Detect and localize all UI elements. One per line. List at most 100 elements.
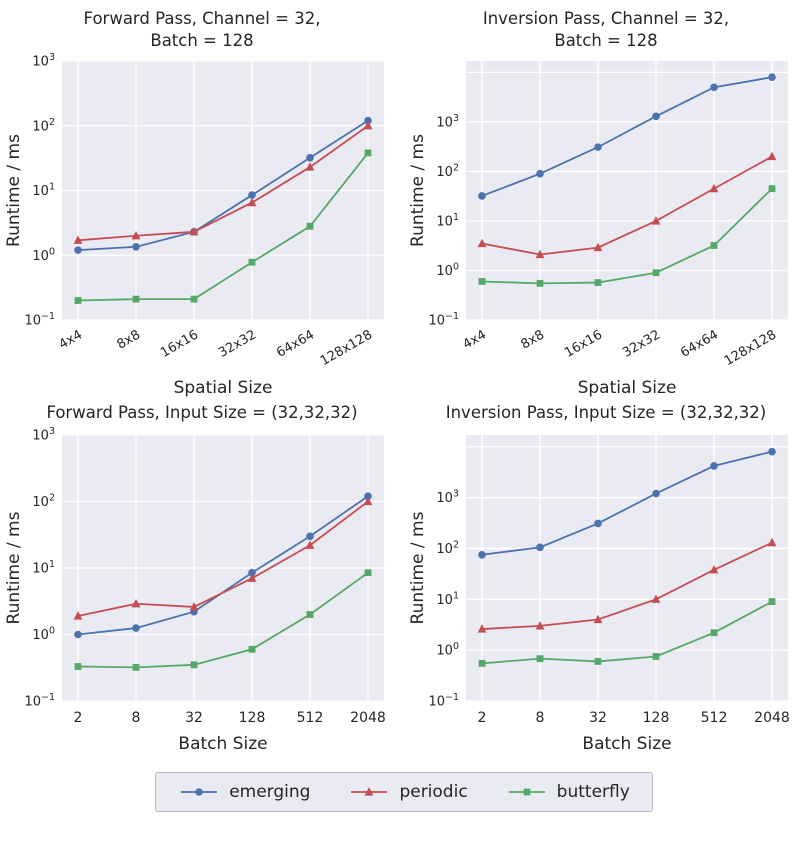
y-axis-label: Runtime / ms (410, 511, 428, 624)
plot-background (466, 434, 788, 701)
y-tick-label: 10−1 (428, 692, 459, 710)
series-emerging (74, 116, 372, 254)
x-tick-label: 128 (643, 710, 670, 726)
y-axis-ticks: 10−1 100 101 102 103 (428, 112, 459, 328)
chart-forward-pass-batch: Forward Pass, Input Size = (32,32,32) 10… (0, 400, 404, 756)
x-tick-label: 2048 (754, 710, 790, 726)
x-tick-label: 2 (478, 710, 487, 726)
x-tick-label: 128 (239, 710, 266, 726)
chart-title: Inversion Pass, Input Size = (32,32,32) (445, 402, 767, 422)
y-axis-label: Runtime / ms (410, 133, 428, 246)
y-tick-label: 10−1 (428, 311, 459, 329)
charts-grid: Forward Pass, Channel = 32, Batch = 128 … (0, 6, 808, 756)
y-tick-label: 101 (32, 181, 55, 199)
chart-inversion-pass-batch-plot: 10−1 100 101 102 103 2 8 32 128 512 2048 Runtime / … (410, 434, 790, 754)
gridlines (62, 433, 384, 702)
x-tick-label: 512 (701, 710, 728, 726)
y-axis-ticks: 10−1 100 101 102 103 (24, 426, 55, 710)
chart-title: Forward Pass, Input Size = (32,32,32) (46, 402, 358, 422)
x-tick-label: 2048 (350, 710, 386, 726)
x-axis-ticks: 2 8 32 128 512 2048 (74, 710, 386, 726)
x-tick-label: 32 (589, 710, 607, 726)
x-tick-label: 32x32 (216, 327, 259, 360)
series-emerging (478, 72, 776, 200)
x-axis-ticks: 4x4 8x8 16x16 32x32 64x64 128x128 (56, 327, 375, 369)
x-tick-label: 4x4 (460, 327, 489, 352)
legend-marker-periodic-icon (351, 786, 388, 796)
y-tick-label: 101 (436, 590, 459, 608)
y-axis-ticks: 10−1 100 101 102 103 (428, 488, 459, 709)
y-tick-label: 102 (32, 492, 55, 510)
y-axis-label: Runtime / ms (6, 133, 24, 246)
plot-background (466, 60, 788, 320)
legend-item-emerging: emerging (178, 782, 310, 802)
series-periodic (477, 537, 777, 633)
x-tick-label: 8 (536, 710, 545, 726)
series-periodic (73, 496, 373, 620)
y-tick-label: 100 (32, 246, 55, 264)
chart-title: Forward Pass, Channel = 32, Batch = 128 (83, 9, 321, 50)
x-tick-label: 8 (132, 710, 141, 726)
y-tick-label: 101 (436, 211, 459, 229)
y-tick-label: 10−1 (24, 311, 55, 329)
series-periodic (73, 120, 373, 244)
x-tick-label: 64x64 (274, 327, 317, 360)
x-tick-label: 512 (297, 710, 324, 726)
y-tick-label: 103 (32, 52, 55, 70)
x-axis-label: Batch Size (178, 734, 267, 754)
gridlines (466, 60, 788, 321)
x-tick-label: 2 (74, 710, 83, 726)
y-tick-label: 101 (32, 559, 55, 577)
chart-forward-pass-spatial-plot: 10−1 100 101 102 103 4x4 8x8 16x16 32x32 64x64 128… (6, 52, 384, 398)
legend-item-butterfly: butterfly (506, 782, 630, 802)
x-tick-label: 64x64 (678, 327, 721, 360)
x-tick-label: 128x128 (722, 327, 779, 369)
x-tick-label: 16x16 (562, 327, 605, 360)
y-axis-label: Runtime / ms (6, 511, 24, 624)
y-tick-label: 100 (436, 641, 459, 659)
x-tick-label: 16x16 (158, 327, 201, 360)
legend: emerging periodic butterfly (155, 771, 653, 812)
series-periodic (477, 151, 777, 258)
chart-forward-pass-spatial: Forward Pass, Channel = 32, Batch = 128 … (0, 6, 404, 400)
x-tick-label: 4x4 (56, 327, 85, 352)
legend-label-emerging: emerging (229, 781, 311, 802)
x-tick-label: 32 (185, 710, 203, 726)
chart-title: Inversion Pass, Channel = 32, Batch = 12… (482, 9, 730, 50)
y-tick-label: 103 (436, 112, 459, 130)
y-tick-label: 103 (32, 426, 55, 444)
chart-inversion-pass-spatial: Inversion Pass, Channel = 32, Batch = 12… (404, 6, 808, 400)
y-tick-label: 100 (32, 625, 55, 643)
x-axis-label: Spatial Size (174, 378, 273, 398)
series-butterfly (74, 149, 372, 304)
y-tick-label: 10−1 (24, 692, 55, 710)
series-butterfly (478, 597, 776, 667)
y-tick-label: 102 (436, 539, 459, 557)
y-tick-label: 102 (436, 162, 459, 180)
chart-inversion-pass-batch: Inversion Pass, Input Size = (32,32,32) … (404, 400, 808, 756)
legend-item-periodic: periodic (348, 781, 468, 802)
legend-marker-butterfly-icon (508, 788, 545, 795)
legend-label-periodic: periodic (399, 781, 468, 802)
series-emerging (478, 447, 776, 559)
series-butterfly (478, 184, 776, 287)
x-axis-label: Batch Size (582, 734, 671, 754)
x-tick-label: 128x128 (318, 327, 375, 369)
x-tick-label: 8x8 (518, 327, 547, 352)
chart-inversion-pass-spatial-plot: 10−1 100 101 102 103 4x4 8x8 16x16 32x32 64x64 128… (410, 60, 788, 398)
chart-forward-pass-batch-plot: 10−1 100 101 102 103 2 8 32 128 512 2048 Runtime / … (6, 426, 386, 754)
gridlines (62, 59, 384, 321)
x-axis-ticks: 4x4 8x8 16x16 32x32 64x64 128x128 (460, 327, 779, 369)
legend-marker-emerging-icon (181, 787, 218, 796)
x-tick-label: 8x8 (114, 327, 143, 352)
y-tick-label: 100 (436, 261, 459, 279)
y-tick-label: 103 (436, 488, 459, 506)
y-axis-ticks: 10−1 100 101 102 103 (24, 52, 55, 329)
legend-label-butterfly: butterfly (556, 781, 630, 802)
x-tick-label: 32x32 (620, 327, 663, 360)
x-axis-ticks: 2 8 32 128 512 2048 (478, 710, 790, 726)
x-axis-label: Spatial Size (578, 378, 677, 398)
y-tick-label: 102 (32, 116, 55, 134)
series-butterfly (74, 568, 372, 671)
